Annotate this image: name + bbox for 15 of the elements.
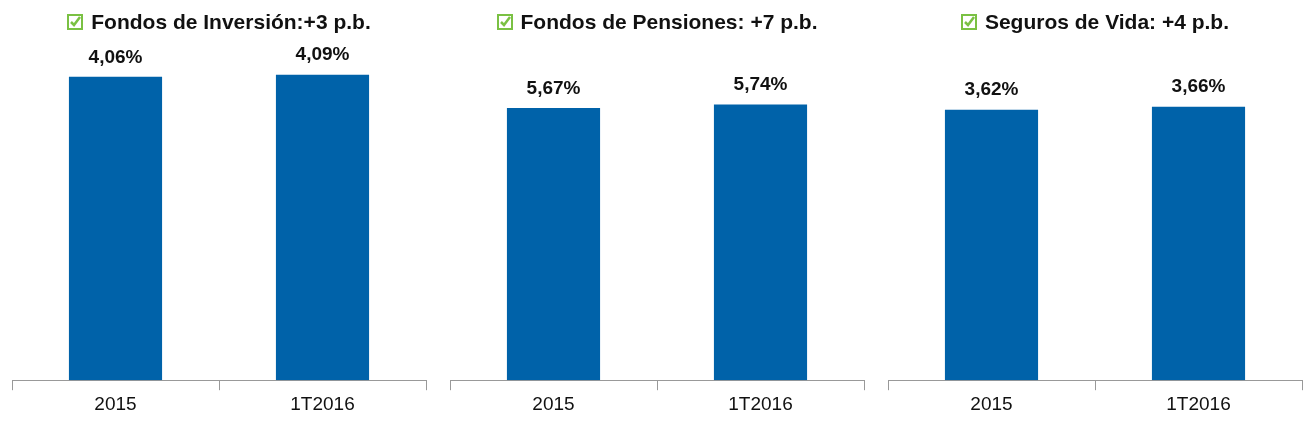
data-label: 4,09%: [295, 43, 350, 65]
data-label: 3,62%: [964, 78, 1019, 100]
chart-title: Seguros de Vida: +4 p.b.: [984, 10, 1230, 34]
data-label: 5,74%: [733, 73, 788, 95]
chart-title: Fondos de Inversión:+3 p.b.: [91, 10, 371, 34]
x-tick-label: 1T2016: [728, 392, 793, 414]
chart-title: Fondos de Pensiones: +7 p.b.: [520, 10, 818, 34]
x-tick-label: 2015: [532, 392, 575, 414]
x-tick-label: 2015: [94, 392, 137, 414]
data-label: 5,67%: [526, 76, 581, 98]
x-tick-label: 1T2016: [1166, 392, 1231, 414]
x-tick-label: 1T2016: [290, 392, 355, 414]
x-tick-label: 2015: [970, 392, 1013, 414]
data-label: 3,66%: [1171, 75, 1226, 97]
data-label: 4,06%: [88, 45, 143, 67]
